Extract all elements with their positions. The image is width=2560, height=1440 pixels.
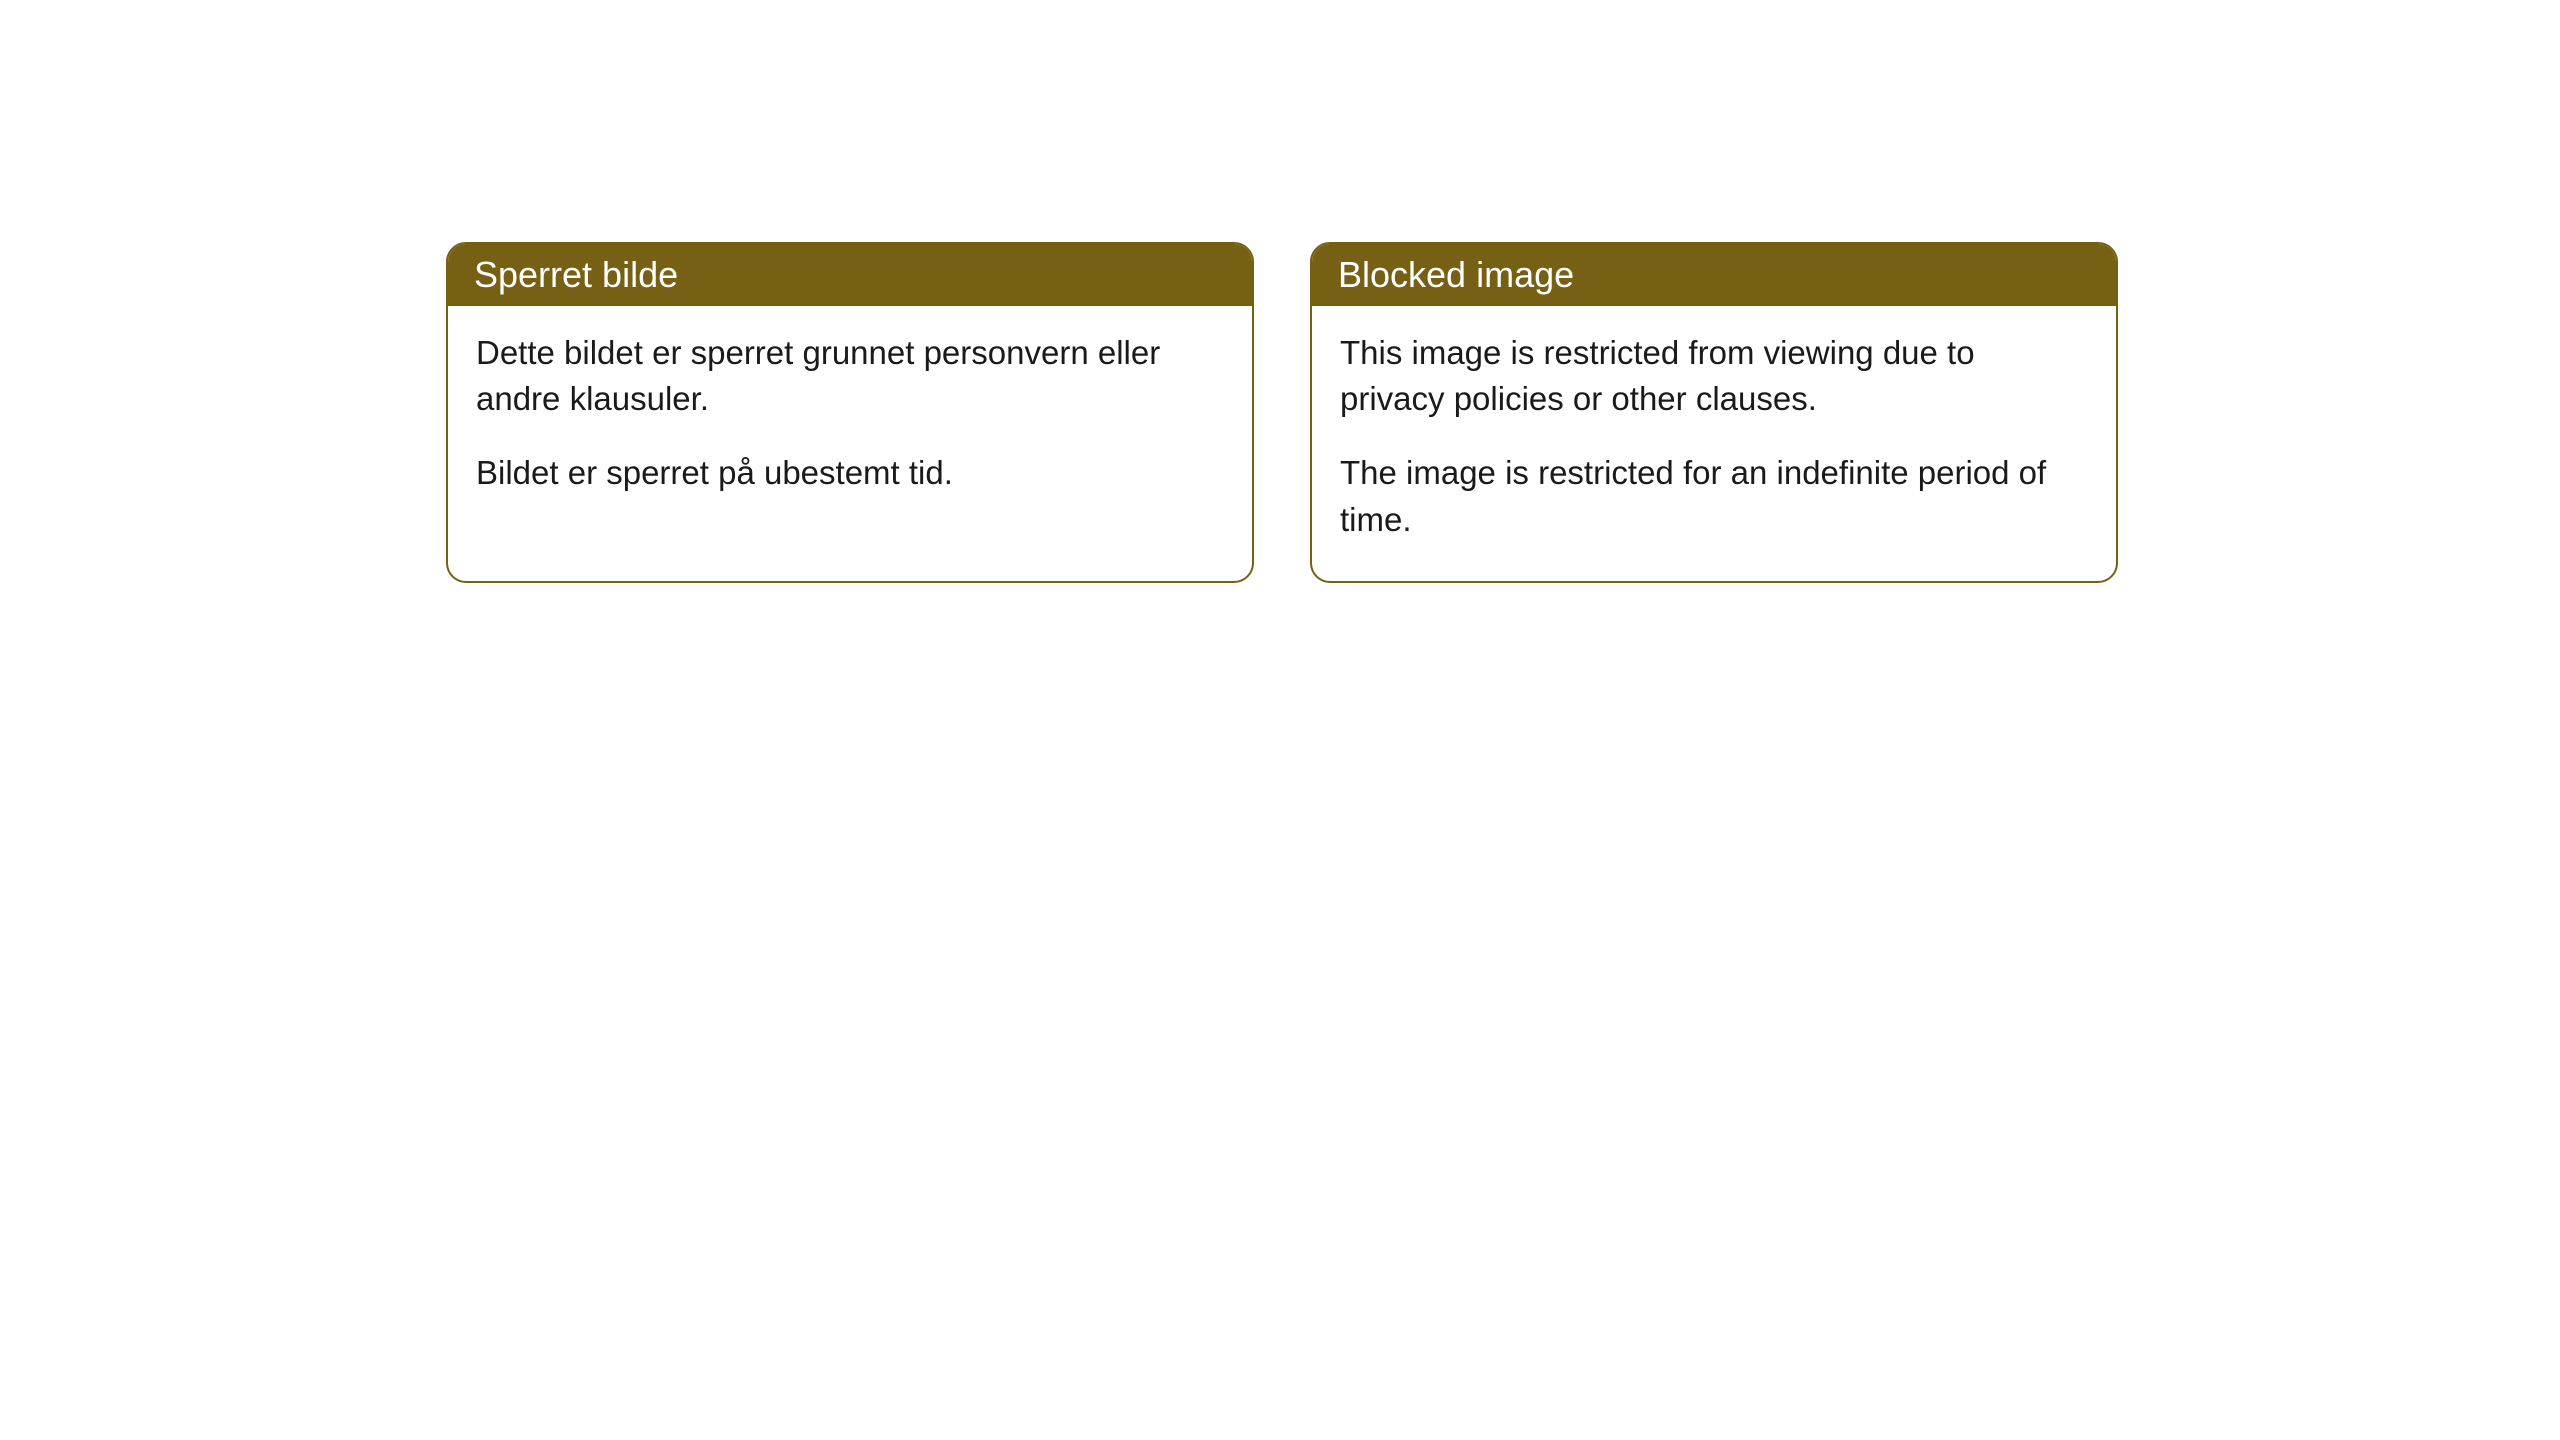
notice-paragraph: The image is restricted for an indefinit… [1340,450,2088,542]
notice-title: Blocked image [1338,254,1574,295]
notice-card-english: Blocked image This image is restricted f… [1310,242,2118,583]
notice-header-norwegian: Sperret bilde [448,244,1252,306]
notice-paragraph: Bildet er sperret på ubestemt tid. [476,450,1224,496]
notice-cards-container: Sperret bilde Dette bildet er sperret gr… [446,242,2118,583]
notice-header-english: Blocked image [1312,244,2116,306]
notice-body-norwegian: Dette bildet er sperret grunnet personve… [448,306,1252,535]
notice-paragraph: Dette bildet er sperret grunnet personve… [476,330,1224,422]
notice-card-norwegian: Sperret bilde Dette bildet er sperret gr… [446,242,1254,583]
notice-title: Sperret bilde [474,254,678,295]
notice-body-english: This image is restricted from viewing du… [1312,306,2116,581]
notice-paragraph: This image is restricted from viewing du… [1340,330,2088,422]
